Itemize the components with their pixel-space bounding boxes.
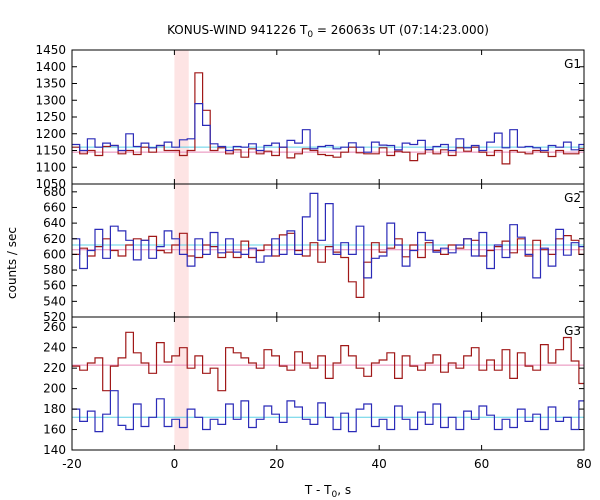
y-tick-label: 140 — [43, 443, 66, 457]
series-b-steps — [72, 331, 584, 392]
y-tick-label: 260 — [43, 320, 66, 334]
y-tick-label: 1450 — [35, 43, 66, 57]
panel-g1: 1050 1100 1150 1200 1250 1300 1350 1400 1450 G1 — [35, 43, 585, 191]
y-tick-label: 1100 — [35, 160, 66, 174]
title-rest: = 26063s UT (07:14:23.000) — [313, 23, 489, 37]
y-tick-label: 540 — [43, 294, 66, 308]
y-tick-label: 680 — [43, 185, 66, 199]
y-axis-label: counts / sec — [5, 227, 19, 299]
y-tick-label: 200 — [43, 382, 66, 396]
x-axis-label: T - T0, s — [304, 483, 351, 500]
panel-label: G3 — [564, 324, 581, 338]
y-tick-label: 620 — [43, 232, 66, 246]
series-b-steps — [72, 72, 584, 165]
y-tick-label: 660 — [43, 200, 66, 214]
title-subscript: 0 — [307, 30, 313, 40]
y-tick-label: 1350 — [35, 77, 66, 91]
panel-label: G1 — [564, 57, 581, 71]
y-tick-label: 520 — [43, 310, 66, 324]
y-tick-label: 180 — [43, 402, 66, 416]
xlabel-rest: , s — [337, 483, 351, 497]
y-tick-label: 220 — [43, 361, 66, 375]
y-tick-label: 160 — [43, 423, 66, 437]
panel-g3: 140 160 180 200 220 240 260 G3 — [43, 316, 585, 457]
title-main: KONUS-WIND 941226 T — [167, 23, 308, 37]
y-tick-label: 1300 — [35, 93, 66, 107]
x-tick-label: 20 — [269, 457, 284, 471]
series-b-steps — [72, 232, 584, 298]
series-a-steps — [72, 192, 584, 279]
x-tick-label: -20 — [62, 457, 82, 471]
y-tick-label: 640 — [43, 216, 66, 230]
x-tick-label: 80 — [576, 457, 591, 471]
x-tick-label: 60 — [474, 457, 489, 471]
series-a-steps — [72, 103, 584, 153]
y-tick-label: 1200 — [35, 127, 66, 141]
xlabel-main: T - T — [304, 483, 332, 497]
y-tick-label: 1050 — [35, 177, 66, 191]
y-tick-label: 1250 — [35, 110, 66, 124]
y-tick-label: 240 — [43, 341, 66, 355]
y-tick-label: 560 — [43, 279, 66, 293]
x-tick-label: 40 — [372, 457, 387, 471]
y-tick-label: 600 — [43, 247, 66, 261]
xlabel-subscript: 0 — [332, 490, 338, 500]
y-tick-label: 580 — [43, 263, 66, 277]
panel-label: G2 — [564, 191, 581, 205]
y-tick-label: 1150 — [35, 144, 66, 158]
panel-frame — [71, 316, 585, 451]
chart-title: KONUS-WIND 941226 T0 = 26063s UT (07:14:… — [167, 23, 489, 40]
y-tick-label: 1400 — [35, 60, 66, 74]
x-tick-label: 0 — [171, 457, 179, 471]
series-a-steps — [72, 390, 584, 433]
plot-area: 105011001150120012501300135014001450G152… — [35, 43, 591, 471]
